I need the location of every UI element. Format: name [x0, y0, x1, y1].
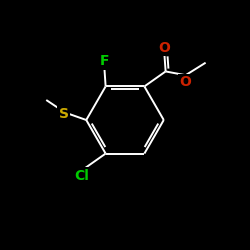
Text: O: O	[180, 75, 192, 89]
Text: F: F	[100, 54, 109, 68]
Text: S: S	[59, 107, 69, 121]
Text: Cl: Cl	[74, 168, 89, 182]
Text: O: O	[158, 41, 170, 55]
